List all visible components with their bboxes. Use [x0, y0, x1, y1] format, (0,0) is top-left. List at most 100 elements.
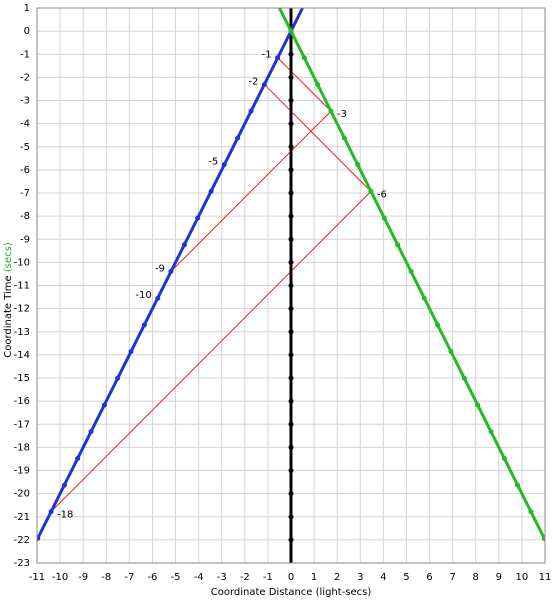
- light-signal: [277, 57, 332, 112]
- y-axis-title-main: Coordinate Time: [3, 275, 14, 357]
- x-tick-label: -8: [101, 572, 111, 583]
- tick-dot: [208, 188, 214, 194]
- proper-time-label: -6: [377, 189, 387, 200]
- x-tick-label: 5: [403, 572, 409, 583]
- tick-dot: [75, 455, 81, 461]
- x-tick-label: -4: [194, 572, 204, 583]
- x-tick-label: -10: [52, 572, 68, 583]
- tick-dot: [288, 190, 294, 196]
- tick-dot: [515, 482, 521, 488]
- y-axis-title: Coordinate Time (secs): [3, 242, 14, 358]
- x-tick-label: 7: [449, 572, 455, 583]
- worldline: [37, 8, 304, 541]
- y-tick-label: -4: [20, 119, 30, 130]
- tick-dot: [488, 429, 494, 435]
- x-tick-label: -1: [263, 572, 273, 583]
- tick-dot: [315, 82, 321, 88]
- tick-dot: [288, 236, 294, 242]
- proper-time-label: -2: [248, 77, 258, 88]
- x-tick-label: 3: [357, 572, 363, 583]
- x-tick-label: -3: [217, 572, 227, 583]
- tick-dot: [288, 444, 294, 450]
- y-tick-label: -7: [20, 188, 30, 199]
- worldline: [278, 8, 545, 541]
- y-tick-label: -16: [14, 396, 30, 407]
- tick-dot: [181, 242, 187, 248]
- tick-dot: [395, 242, 401, 248]
- tick-dot: [301, 55, 307, 61]
- y-tick-label: -21: [14, 512, 30, 523]
- tick-dot: [261, 82, 267, 88]
- proper-time-label: -3: [337, 109, 347, 120]
- y-tick-label: -2: [20, 72, 30, 83]
- tick-dot: [541, 535, 545, 541]
- light-signal: [264, 84, 372, 192]
- y-tick-label: -11: [14, 281, 30, 292]
- tick-dot: [288, 398, 294, 404]
- tick-dot: [288, 28, 294, 34]
- y-tick-label: -6: [20, 165, 30, 176]
- tick-dot: [381, 215, 387, 221]
- tick-dot: [288, 51, 294, 57]
- tick-dot: [288, 491, 294, 497]
- x-tick-label: 0: [288, 572, 294, 583]
- y-tick-label: -15: [14, 373, 30, 384]
- tick-dot: [235, 135, 241, 141]
- x-tick-label: 4: [380, 572, 386, 583]
- x-tick-label: -7: [124, 572, 134, 583]
- tick-dot: [288, 468, 294, 473]
- y-tick-label: -10: [14, 257, 30, 268]
- y-tick-label: -3: [20, 96, 30, 107]
- x-tick-label: -6: [147, 572, 157, 583]
- tick-dot: [101, 402, 107, 408]
- x-tick-label: 8: [473, 572, 479, 583]
- tick-dot: [288, 537, 294, 543]
- tick-dot: [275, 55, 281, 61]
- plot-border: [36, 7, 546, 564]
- tick-dot: [288, 121, 294, 127]
- y-tick-label: -18: [14, 442, 30, 453]
- tick-dot: [221, 162, 227, 168]
- tick-dot: [421, 295, 427, 301]
- x-tick-label: 6: [426, 572, 432, 583]
- x-tick-label: -9: [78, 572, 88, 583]
- y-tick-label: -23: [14, 558, 30, 569]
- y-tick-label: -9: [20, 234, 30, 245]
- tick-dot: [448, 349, 454, 355]
- light-signal: [50, 191, 372, 513]
- tick-dot: [155, 295, 161, 301]
- x-tick-label: -2: [240, 572, 250, 583]
- y-tick-label: -17: [14, 419, 30, 430]
- tick-dot: [37, 535, 41, 541]
- tick-dot: [168, 268, 174, 274]
- tick-dot: [288, 74, 294, 80]
- tick-dot: [355, 162, 361, 168]
- x-tick-label: -11: [29, 572, 45, 583]
- tick-dot: [475, 402, 481, 408]
- x-tick-label: 1: [311, 572, 317, 583]
- tick-dot: [195, 215, 201, 221]
- y-tick-label: -13: [14, 327, 30, 338]
- tick-dot: [88, 429, 94, 435]
- y-tick-label: -14: [14, 350, 30, 361]
- tick-dot: [288, 259, 294, 265]
- y-tick-label: -1: [20, 49, 30, 60]
- proper-time-label: -1: [262, 50, 272, 61]
- tick-dot: [368, 188, 374, 194]
- tick-dot: [288, 283, 294, 288]
- tick-dot: [288, 352, 294, 358]
- x-tick-label: 9: [496, 572, 502, 583]
- x-tick-label: 10: [516, 572, 529, 583]
- proper-time-label: -5: [208, 157, 218, 168]
- tick-dot: [528, 509, 534, 515]
- tick-dot: [288, 375, 294, 381]
- tick-dot: [288, 421, 294, 427]
- tick-dot: [408, 268, 414, 274]
- y-tick-label: -22: [14, 535, 30, 546]
- light-signal: [170, 110, 332, 272]
- y-tick-label: 0: [24, 26, 30, 37]
- tick-dot: [48, 509, 54, 515]
- y-tick-label: -5: [20, 142, 30, 153]
- tick-dot: [341, 135, 347, 141]
